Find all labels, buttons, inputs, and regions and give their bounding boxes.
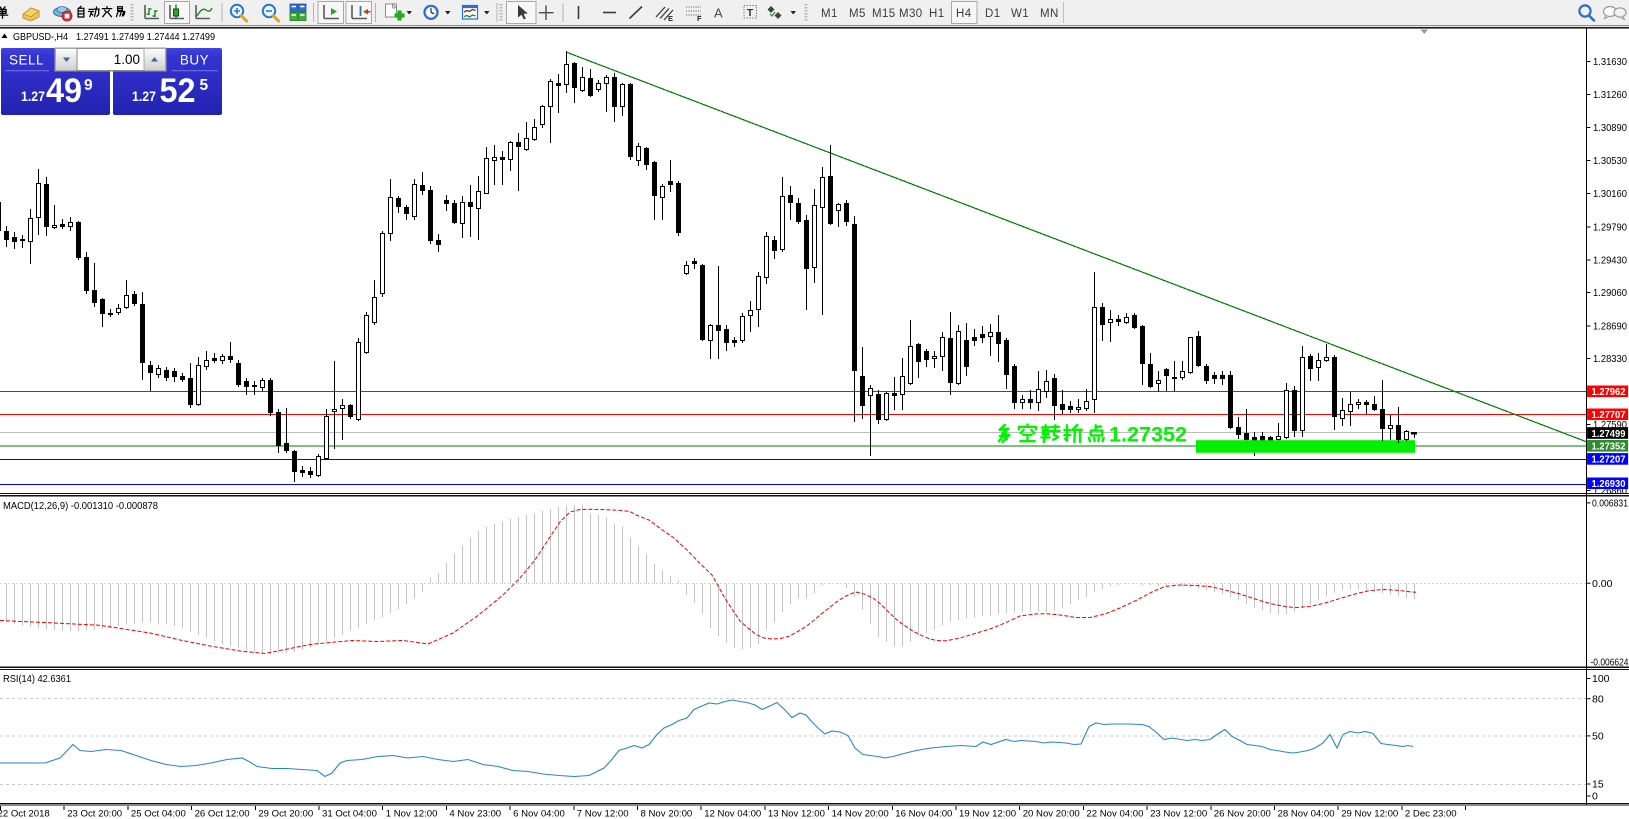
svg-text:13 Nov 12:00: 13 Nov 12:00 bbox=[768, 808, 825, 819]
svg-text:14 Nov 20:00: 14 Nov 20:00 bbox=[832, 808, 889, 819]
svg-text:H4: H4 bbox=[956, 8, 972, 20]
svg-text:12 Nov 04:00: 12 Nov 04:00 bbox=[704, 808, 761, 819]
svg-text:1.29060: 1.29060 bbox=[1593, 287, 1627, 299]
svg-text:7 Nov 12:00: 7 Nov 12:00 bbox=[577, 808, 629, 819]
svg-text:1.27352: 1.27352 bbox=[1592, 441, 1626, 453]
svg-text:-0.006624: -0.006624 bbox=[1591, 656, 1629, 668]
svg-text:4 Nov 23:00: 4 Nov 23:00 bbox=[449, 808, 501, 819]
svg-text:M1: M1 bbox=[821, 8, 838, 20]
svg-text:0.00: 0.00 bbox=[1592, 578, 1613, 590]
svg-text:29 Nov 12:00: 29 Nov 12:00 bbox=[1341, 808, 1398, 819]
svg-text:29 Oct 20:00: 29 Oct 20:00 bbox=[258, 808, 313, 819]
svg-text:1.29790: 1.29790 bbox=[1593, 222, 1627, 234]
svg-text:1.27: 1.27 bbox=[132, 89, 156, 104]
svg-text:22 Oct 2018: 22 Oct 2018 bbox=[0, 808, 50, 819]
svg-text:1.27491 1.27499 1.27444 1.2749: 1.27491 1.27499 1.27444 1.27499 bbox=[76, 31, 215, 43]
svg-text:26 Oct 12:00: 26 Oct 12:00 bbox=[195, 808, 250, 819]
svg-text:H1: H1 bbox=[929, 8, 945, 20]
svg-text:25 Oct 04:00: 25 Oct 04:00 bbox=[131, 808, 186, 819]
svg-text:1.27962: 1.27962 bbox=[1592, 386, 1626, 398]
svg-text:RSI(14) 42.6361: RSI(14) 42.6361 bbox=[3, 673, 71, 685]
svg-text:52: 52 bbox=[160, 72, 196, 110]
svg-text:2 Dec 23:00: 2 Dec 23:00 bbox=[1405, 808, 1457, 819]
svg-text:F: F bbox=[697, 14, 702, 23]
svg-text:1.30890: 1.30890 bbox=[1593, 122, 1627, 134]
svg-text:23 Nov 12:00: 23 Nov 12:00 bbox=[1150, 808, 1207, 819]
svg-text:A: A bbox=[714, 6, 723, 21]
svg-text:SELL: SELL bbox=[9, 53, 44, 68]
svg-text:15: 15 bbox=[1592, 779, 1604, 791]
svg-text:GBPUSD-,H4: GBPUSD-,H4 bbox=[13, 31, 68, 43]
svg-text:MN: MN bbox=[1040, 8, 1059, 20]
svg-text:50: 50 bbox=[1592, 731, 1604, 743]
svg-text:1.27707: 1.27707 bbox=[1592, 409, 1626, 421]
svg-text:1.27352: 1.27352 bbox=[1109, 423, 1187, 446]
svg-text:1.31260: 1.31260 bbox=[1593, 89, 1627, 101]
svg-text:M5: M5 bbox=[849, 8, 866, 20]
svg-text:1.00: 1.00 bbox=[114, 52, 140, 67]
svg-text:0.006831: 0.006831 bbox=[1592, 498, 1628, 510]
svg-text:9: 9 bbox=[84, 77, 93, 94]
svg-text:1.28330: 1.28330 bbox=[1593, 353, 1627, 365]
svg-text:1.30530: 1.30530 bbox=[1593, 155, 1627, 167]
svg-text:5: 5 bbox=[200, 77, 209, 94]
svg-text:M15: M15 bbox=[872, 8, 896, 20]
svg-text:26 Nov 20:00: 26 Nov 20:00 bbox=[1214, 808, 1271, 819]
svg-text:M30: M30 bbox=[899, 8, 923, 20]
svg-text:20 Nov 20:00: 20 Nov 20:00 bbox=[1023, 808, 1080, 819]
svg-text:19 Nov 12:00: 19 Nov 12:00 bbox=[959, 808, 1016, 819]
svg-text:80: 80 bbox=[1592, 693, 1604, 705]
svg-text:E: E bbox=[668, 14, 673, 23]
svg-text:0: 0 bbox=[1592, 791, 1598, 803]
svg-text:31 Oct 04:00: 31 Oct 04:00 bbox=[322, 808, 377, 819]
svg-text:8 Nov 20:00: 8 Nov 20:00 bbox=[641, 808, 693, 819]
svg-text:1.30160: 1.30160 bbox=[1593, 188, 1627, 200]
svg-text:22 Nov 04:00: 22 Nov 04:00 bbox=[1086, 808, 1143, 819]
svg-text:6 Nov 04:00: 6 Nov 04:00 bbox=[513, 808, 565, 819]
svg-text:16 Nov 04:00: 16 Nov 04:00 bbox=[895, 808, 952, 819]
svg-text:28 Nov 04:00: 28 Nov 04:00 bbox=[1278, 808, 1335, 819]
svg-text:1 Nov 12:00: 1 Nov 12:00 bbox=[386, 808, 438, 819]
svg-text:49: 49 bbox=[46, 72, 82, 110]
svg-text:1.27499: 1.27499 bbox=[1592, 428, 1626, 440]
svg-text:T: T bbox=[747, 7, 754, 19]
svg-text:1.27: 1.27 bbox=[21, 89, 45, 104]
svg-text:W1: W1 bbox=[1011, 8, 1029, 20]
svg-text:23 Oct 20:00: 23 Oct 20:00 bbox=[67, 808, 122, 819]
svg-text:1.27207: 1.27207 bbox=[1592, 454, 1626, 466]
svg-text:1.31630: 1.31630 bbox=[1593, 56, 1627, 68]
svg-text:1.29430: 1.29430 bbox=[1593, 255, 1627, 267]
svg-text:100: 100 bbox=[1592, 673, 1610, 685]
svg-text:MACD(12,26,9) -0.001310 -0.000: MACD(12,26,9) -0.001310 -0.000878 bbox=[3, 500, 158, 512]
svg-text:BUY: BUY bbox=[180, 53, 209, 68]
svg-text:1.28690: 1.28690 bbox=[1593, 321, 1627, 333]
svg-text:1.26930: 1.26930 bbox=[1592, 478, 1626, 490]
svg-text:D1: D1 bbox=[985, 8, 1001, 20]
